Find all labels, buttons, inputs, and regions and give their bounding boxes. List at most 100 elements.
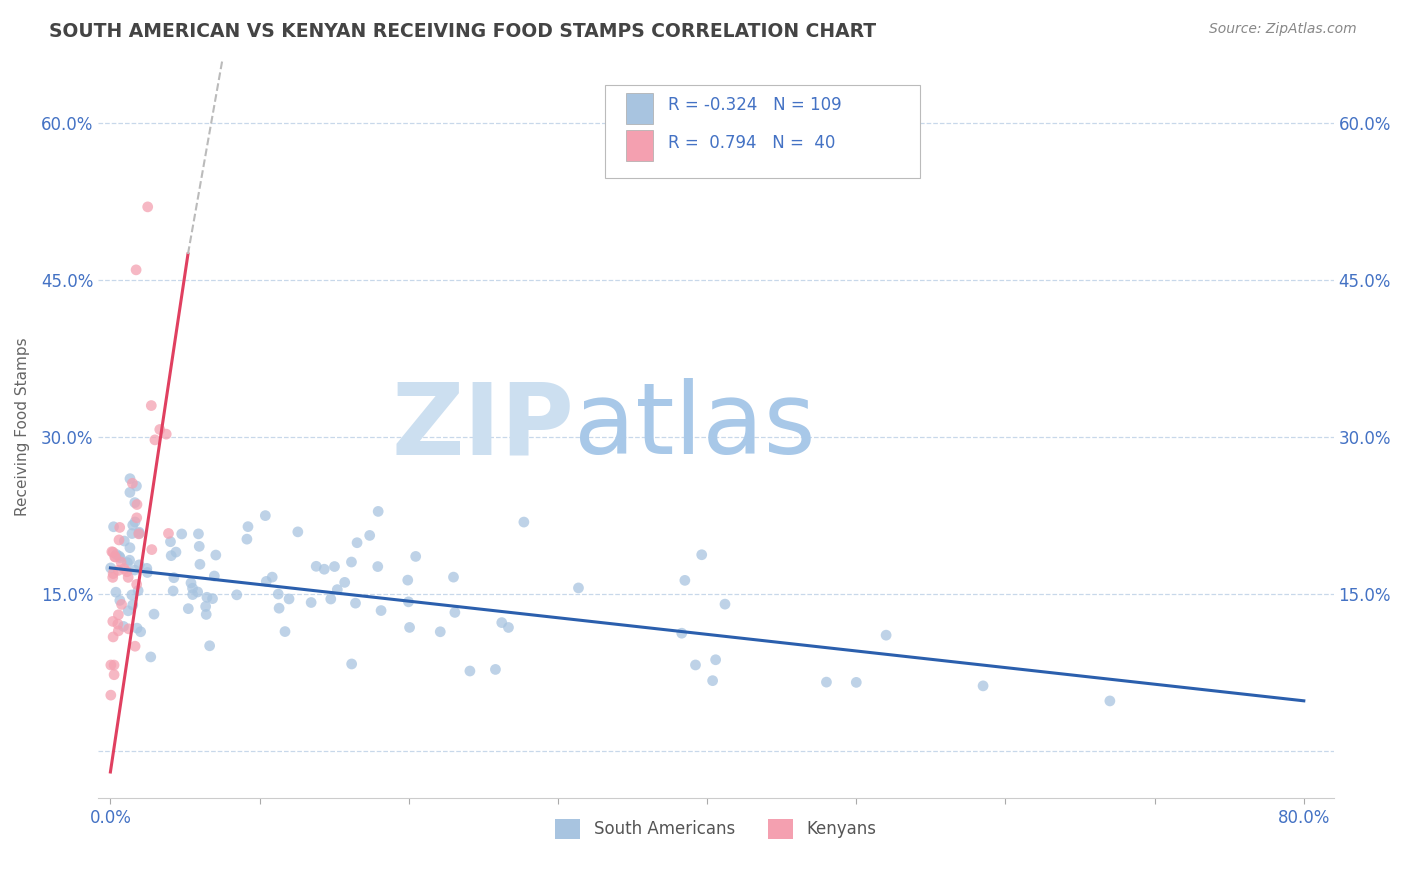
- Point: [181, 581, 204, 595]
- Point: [125, 498, 148, 512]
- Point: [673, 574, 696, 588]
- Point: [124, 495, 146, 509]
- Point: [121, 476, 143, 491]
- Point: [187, 585, 209, 599]
- Point: [194, 599, 217, 614]
- Point: [125, 621, 148, 635]
- Point: [346, 535, 368, 549]
- Point: [972, 679, 994, 693]
- Point: [125, 263, 148, 277]
- Point: [124, 639, 146, 653]
- Point: [254, 508, 277, 523]
- Point: [367, 504, 389, 518]
- Point: [267, 587, 290, 601]
- Point: [108, 549, 131, 564]
- Point: [128, 558, 150, 572]
- Text: SOUTH AMERICAN VS KENYAN RECEIVING FOOD STAMPS CORRELATION CHART: SOUTH AMERICAN VS KENYAN RECEIVING FOOD …: [49, 22, 876, 41]
- Point: [128, 526, 150, 541]
- Point: [124, 563, 146, 577]
- Point: [690, 548, 713, 562]
- Point: [159, 534, 181, 549]
- Point: [225, 588, 247, 602]
- Point: [567, 581, 589, 595]
- Point: [204, 548, 226, 562]
- Point: [108, 533, 131, 547]
- Point: [110, 598, 132, 612]
- Point: [163, 571, 186, 585]
- Point: [100, 561, 122, 575]
- Point: [287, 524, 309, 539]
- Point: [254, 574, 277, 589]
- Point: [323, 559, 346, 574]
- Point: [685, 657, 707, 672]
- Point: [398, 620, 420, 634]
- Point: [269, 601, 291, 615]
- Point: [104, 585, 127, 599]
- Point: [274, 624, 297, 639]
- Point: [101, 545, 124, 559]
- Point: [108, 520, 131, 534]
- Point: [127, 583, 149, 598]
- Point: [118, 485, 141, 500]
- Point: [101, 570, 124, 584]
- Point: [170, 527, 193, 541]
- Point: [314, 562, 336, 576]
- Point: [108, 593, 131, 607]
- Point: [129, 624, 152, 639]
- Point: [136, 200, 159, 214]
- FancyBboxPatch shape: [605, 85, 920, 178]
- Point: [101, 630, 124, 644]
- Point: [702, 673, 724, 688]
- Point: [121, 518, 143, 533]
- Point: [125, 577, 148, 591]
- Point: [155, 427, 177, 442]
- Point: [188, 540, 211, 554]
- Point: [117, 556, 139, 570]
- Point: [444, 606, 467, 620]
- Point: [136, 566, 159, 580]
- Point: [100, 688, 122, 702]
- Point: [143, 433, 166, 447]
- Point: [340, 657, 363, 671]
- Point: [125, 511, 148, 525]
- Point: [367, 559, 389, 574]
- Point: [101, 545, 124, 559]
- Point: [149, 422, 172, 436]
- Point: [104, 549, 127, 564]
- Point: [359, 528, 381, 542]
- Point: [815, 675, 838, 690]
- Point: [117, 622, 139, 636]
- Point: [333, 575, 356, 590]
- Point: [236, 532, 259, 546]
- Point: [101, 615, 124, 629]
- Point: [115, 565, 138, 579]
- Legend: South Americans, Kenyans: South Americans, Kenyans: [548, 812, 883, 846]
- Point: [100, 658, 122, 673]
- Point: [180, 576, 202, 591]
- Point: [124, 515, 146, 529]
- Point: [121, 526, 143, 541]
- Point: [671, 626, 693, 640]
- Point: [107, 617, 129, 632]
- Point: [405, 549, 427, 564]
- Point: [128, 526, 150, 541]
- Point: [125, 479, 148, 493]
- Text: R = -0.324   N = 109: R = -0.324 N = 109: [668, 96, 842, 114]
- Point: [128, 525, 150, 540]
- Y-axis label: Receiving Food Stamps: Receiving Food Stamps: [15, 337, 30, 516]
- Point: [103, 667, 125, 681]
- FancyBboxPatch shape: [626, 93, 652, 124]
- Point: [188, 558, 211, 572]
- Point: [108, 550, 131, 565]
- Point: [103, 520, 125, 534]
- Point: [236, 519, 259, 533]
- Point: [101, 566, 124, 581]
- Point: [141, 542, 163, 557]
- Point: [157, 526, 180, 541]
- Point: [121, 588, 143, 602]
- Point: [107, 624, 129, 638]
- Point: [187, 527, 209, 541]
- Text: ZIP: ZIP: [391, 378, 574, 475]
- Point: [198, 639, 221, 653]
- Point: [165, 545, 187, 559]
